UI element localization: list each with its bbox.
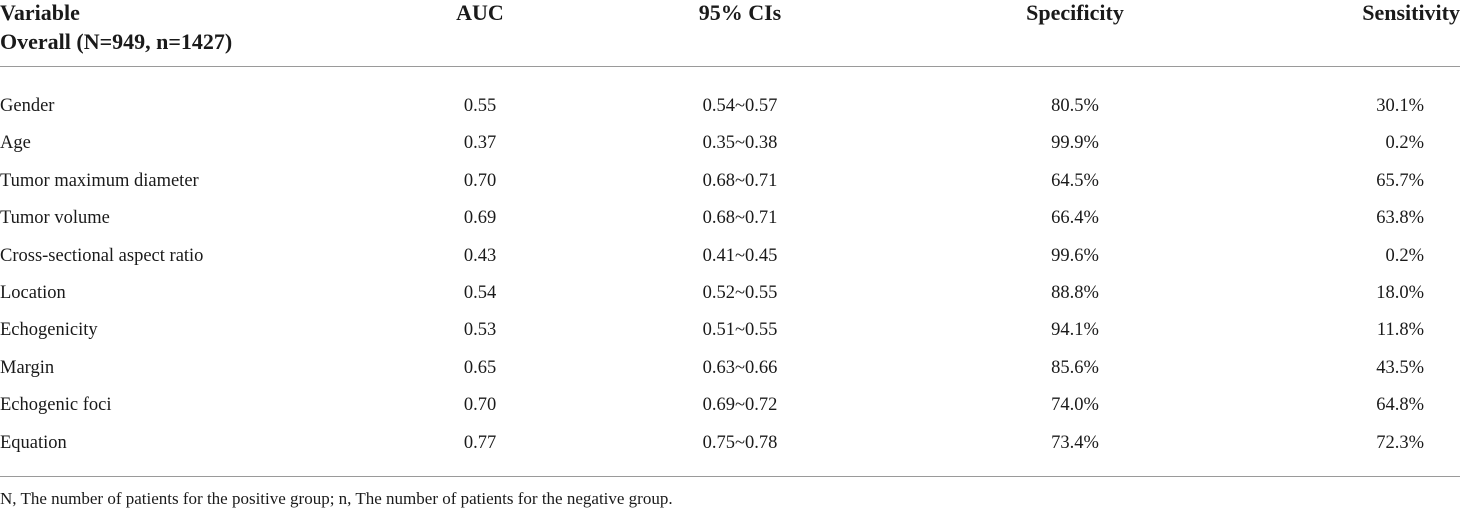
table-row: Echogenic foci 0.70 0.69~0.72 74.0% 64.8… — [0, 387, 1460, 424]
cell-variable: Echogenicity — [0, 320, 98, 341]
table-row: Echogenicity 0.53 0.51~0.55 94.1% 11.8% — [0, 312, 1460, 349]
cell-ci: 0.51~0.55 — [702, 320, 778, 341]
table-header: Variable Overall (N=949, n=1427) AUC 95%… — [0, 0, 1460, 66]
table-footnote: N, The number of patients for the positi… — [0, 489, 673, 508]
cell-sensitivity: 64.8% — [1376, 395, 1424, 416]
cell-ci: 0.68~0.71 — [702, 170, 778, 191]
header-auc: AUC — [456, 0, 504, 25]
table-row: Equation 0.77 0.75~0.78 73.4% 72.3% — [0, 425, 1460, 462]
cell-sensitivity: 0.2% — [1385, 133, 1424, 154]
table-row: Tumor volume 0.69 0.68~0.71 66.4% 63.8% — [0, 200, 1460, 237]
table-body: Gender 0.55 0.54~0.57 80.5% 30.1% Age 0.… — [0, 88, 1460, 462]
cell-variable: Margin — [0, 357, 55, 378]
cell-ci: 0.75~0.78 — [702, 432, 778, 453]
header-specificity: Specificity — [1026, 0, 1124, 25]
cell-sensitivity: 0.2% — [1385, 245, 1424, 266]
cell-specificity: 99.9% — [1051, 133, 1099, 154]
cell-sensitivity: 63.8% — [1376, 208, 1424, 229]
table-row: Cross-sectional aspect ratio 0.43 0.41~0… — [0, 238, 1460, 275]
table-bottom-rule — [0, 476, 1460, 477]
cell-specificity: 73.4% — [1051, 432, 1099, 453]
cell-variable: Cross-sectional aspect ratio — [0, 245, 204, 266]
table-row: Gender 0.55 0.54~0.57 80.5% 30.1% — [0, 88, 1460, 125]
cell-sensitivity: 11.8% — [1376, 320, 1424, 341]
header-sensitivity: Sensitivity — [1362, 0, 1460, 25]
cell-variable: Location — [0, 282, 66, 303]
header-divider — [0, 66, 1460, 67]
cell-ci: 0.54~0.57 — [702, 96, 778, 116]
table-row: Location 0.54 0.52~0.55 88.8% 18.0% — [0, 275, 1460, 312]
cell-sensitivity: 18.0% — [1376, 282, 1424, 303]
cell-ci: 0.35~0.38 — [702, 133, 778, 154]
cell-auc: 0.65 — [463, 357, 497, 378]
cell-auc: 0.70 — [463, 395, 497, 416]
cell-specificity: 66.4% — [1051, 208, 1099, 229]
header-variable: Variable — [0, 0, 80, 25]
cell-auc: 0.55 — [463, 96, 497, 116]
cell-sensitivity: 72.3% — [1376, 432, 1424, 453]
cell-variable: Equation — [0, 432, 67, 453]
cell-variable: Tumor maximum diameter — [0, 170, 199, 191]
cell-sensitivity: 43.5% — [1376, 357, 1424, 378]
cell-variable: Age — [0, 133, 31, 154]
header-ci: 95% CIs — [698, 0, 782, 25]
cell-specificity: 85.6% — [1051, 357, 1099, 378]
cell-ci: 0.63~0.66 — [702, 357, 778, 378]
cell-sensitivity: 30.1% — [1376, 96, 1424, 116]
cell-auc: 0.37 — [463, 133, 497, 154]
table-row: Tumor maximum diameter 0.70 0.68~0.71 64… — [0, 163, 1460, 200]
cell-ci: 0.52~0.55 — [702, 282, 778, 303]
cell-variable: Echogenic foci — [0, 395, 112, 416]
cell-ci: 0.69~0.72 — [702, 395, 778, 416]
cell-auc: 0.43 — [463, 245, 497, 266]
cell-specificity: 64.5% — [1051, 170, 1099, 191]
cell-auc: 0.69 — [463, 208, 497, 229]
cell-auc: 0.53 — [463, 320, 497, 341]
cell-auc: 0.70 — [463, 170, 497, 191]
cell-specificity: 94.1% — [1051, 320, 1099, 341]
cell-auc: 0.54 — [463, 282, 497, 303]
cell-ci: 0.68~0.71 — [702, 208, 778, 229]
cell-specificity: 74.0% — [1051, 395, 1099, 416]
cell-auc: 0.77 — [463, 432, 497, 453]
cell-specificity: 99.6% — [1051, 245, 1099, 266]
cell-specificity: 80.5% — [1051, 96, 1099, 116]
cell-ci: 0.41~0.45 — [702, 245, 778, 266]
table-row: Age 0.37 0.35~0.38 99.9% 0.2% — [0, 125, 1460, 162]
cell-sensitivity: 65.7% — [1376, 170, 1424, 191]
cell-variable: Tumor volume — [0, 208, 110, 229]
cell-specificity: 88.8% — [1051, 282, 1099, 303]
header-overall: Overall (N=949, n=1427) — [0, 29, 233, 54]
cell-variable: Gender — [0, 96, 55, 116]
table-row: Margin 0.65 0.63~0.66 85.6% 43.5% — [0, 350, 1460, 387]
